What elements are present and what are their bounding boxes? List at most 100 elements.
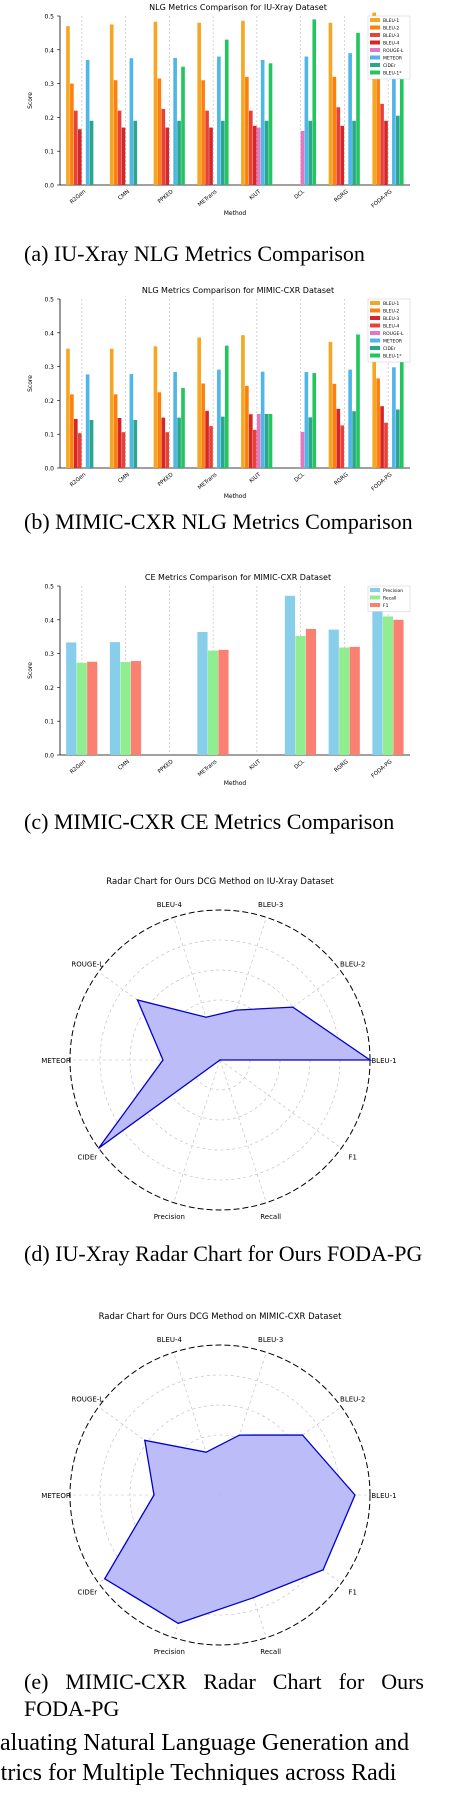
- legend-swatch: [370, 308, 380, 313]
- chart-a-nlg-iu-xray: NLG Metrics Comparison for IU-Xray Datas…: [27, 3, 411, 217]
- bar: [87, 661, 98, 755]
- bar: [76, 662, 87, 755]
- bar: [392, 367, 396, 468]
- bar: [260, 371, 265, 468]
- bar: [218, 649, 229, 755]
- radar-area: [98, 999, 373, 1149]
- bar: [181, 66, 185, 185]
- bar: [245, 385, 249, 468]
- bar: [77, 433, 82, 468]
- radar-point: [205, 1016, 207, 1018]
- bar: [113, 80, 118, 185]
- bar: [133, 120, 138, 185]
- bar: [328, 341, 333, 468]
- bar: [217, 369, 221, 468]
- x-tick-label: CMN: [117, 759, 131, 772]
- x-tick-label: KiUT: [249, 759, 263, 772]
- radar-axis-label: BLEU-1: [371, 1492, 396, 1500]
- radar-axis-label: Precision: [154, 1213, 185, 1221]
- bar: [197, 337, 202, 468]
- legend-label: Precision: [383, 588, 403, 594]
- legend-label: BLEU-1: [383, 18, 399, 24]
- bar: [165, 127, 170, 185]
- y-tick-label: 0.2: [44, 115, 54, 122]
- y-tick-label: 0.4: [44, 47, 54, 54]
- chart-d-radar-iu-xray: Radar Chart for Ours DCG Method on IU-Xr…: [41, 877, 396, 1221]
- bar: [74, 110, 78, 185]
- bar: [117, 417, 122, 468]
- radar-axis-label: BLEU-2: [340, 1396, 365, 1404]
- bar: [161, 108, 166, 185]
- x-axis-label: Method: [224, 210, 247, 217]
- bar: [332, 76, 337, 185]
- legend-swatch: [370, 331, 380, 335]
- x-tick-label: CMN: [117, 472, 131, 485]
- legend-label: METEOR: [383, 339, 402, 345]
- bar: [304, 56, 309, 186]
- bar: [177, 120, 181, 185]
- x-tick-label: DCL: [294, 471, 307, 483]
- radar-outer-ring: [69, 1344, 371, 1646]
- bar: [382, 616, 394, 755]
- y-axis-label: Score: [27, 92, 34, 109]
- radar-axis-label: F1: [348, 1588, 356, 1596]
- bar: [209, 426, 213, 468]
- legend-swatch: [370, 595, 380, 600]
- x-tick-label: R2Gen: [69, 189, 87, 206]
- bar: [77, 129, 82, 185]
- bar: [224, 39, 229, 185]
- radar-point: [153, 1494, 155, 1496]
- bar: [392, 49, 396, 185]
- bar: [201, 80, 205, 185]
- radar-axis-label: BLEU-3: [258, 1336, 283, 1344]
- legend-swatch: [370, 55, 380, 60]
- bar: [89, 420, 94, 468]
- y-tick-label: 0.0: [44, 466, 54, 473]
- x-tick-label: CMN: [117, 189, 131, 202]
- legend-swatch: [370, 316, 380, 320]
- chart-b-nlg-mimic: NLG Metrics Comparison for MIMIC-CXR Dat…: [27, 286, 411, 500]
- bar: [245, 76, 249, 185]
- bar: [241, 20, 245, 186]
- radar-point: [98, 1147, 100, 1149]
- bar: [224, 345, 229, 468]
- radar-point: [235, 1009, 237, 1011]
- bar: [66, 26, 70, 185]
- bar: [399, 26, 404, 185]
- bar: [217, 56, 221, 186]
- y-tick-label: 0.0: [44, 753, 54, 760]
- radar-point: [354, 1494, 356, 1496]
- bar: [312, 373, 317, 468]
- y-tick-label: 0.3: [44, 81, 54, 88]
- bar: [173, 372, 177, 468]
- figure-e: Radar Chart for Ours DCG Method on MIMIC…: [0, 1305, 476, 1660]
- x-tick-label: DCL: [294, 188, 307, 200]
- y-tick-label: 0.5: [44, 584, 54, 591]
- x-tick-label: PPKED: [157, 472, 175, 488]
- bar: [332, 383, 337, 468]
- legend-swatch: [370, 48, 380, 52]
- y-tick-label: 0.2: [44, 398, 54, 405]
- x-tick-label: FODA-PG: [371, 759, 394, 780]
- bar: [336, 408, 341, 468]
- bar: [384, 422, 388, 468]
- bar: [268, 63, 273, 185]
- caption-d: (d) IU-Xray Radar Chart for Ours FODA-PG: [24, 1241, 423, 1266]
- chart-e-radar-mimic: Radar Chart for Ours DCG Method on MIMIC…: [41, 1312, 396, 1656]
- legend-swatch: [370, 70, 380, 75]
- bar: [133, 420, 138, 468]
- bar: [117, 110, 122, 185]
- radar-axis-label: METEOR: [41, 1057, 71, 1065]
- caption-a: (a) IU-Xray NLG Metrics Comparison: [24, 241, 365, 266]
- caption-c: (c) MIMIC-CXR CE Metrics Comparison: [24, 809, 395, 834]
- bar: [268, 413, 273, 468]
- radar-point: [136, 999, 139, 1001]
- legend-label: CIDEr: [383, 346, 396, 352]
- chart-c-ce-mimic: CE Metrics Comparison for MIMIC-CXR Data…: [27, 573, 411, 787]
- radar-axis-label: F1: [348, 1153, 356, 1161]
- bar: [130, 661, 142, 755]
- radar-spoke: [219, 1059, 342, 1149]
- radar-axis-label: BLEU-4: [157, 1336, 183, 1344]
- bar: [70, 83, 74, 185]
- bar: [256, 127, 261, 185]
